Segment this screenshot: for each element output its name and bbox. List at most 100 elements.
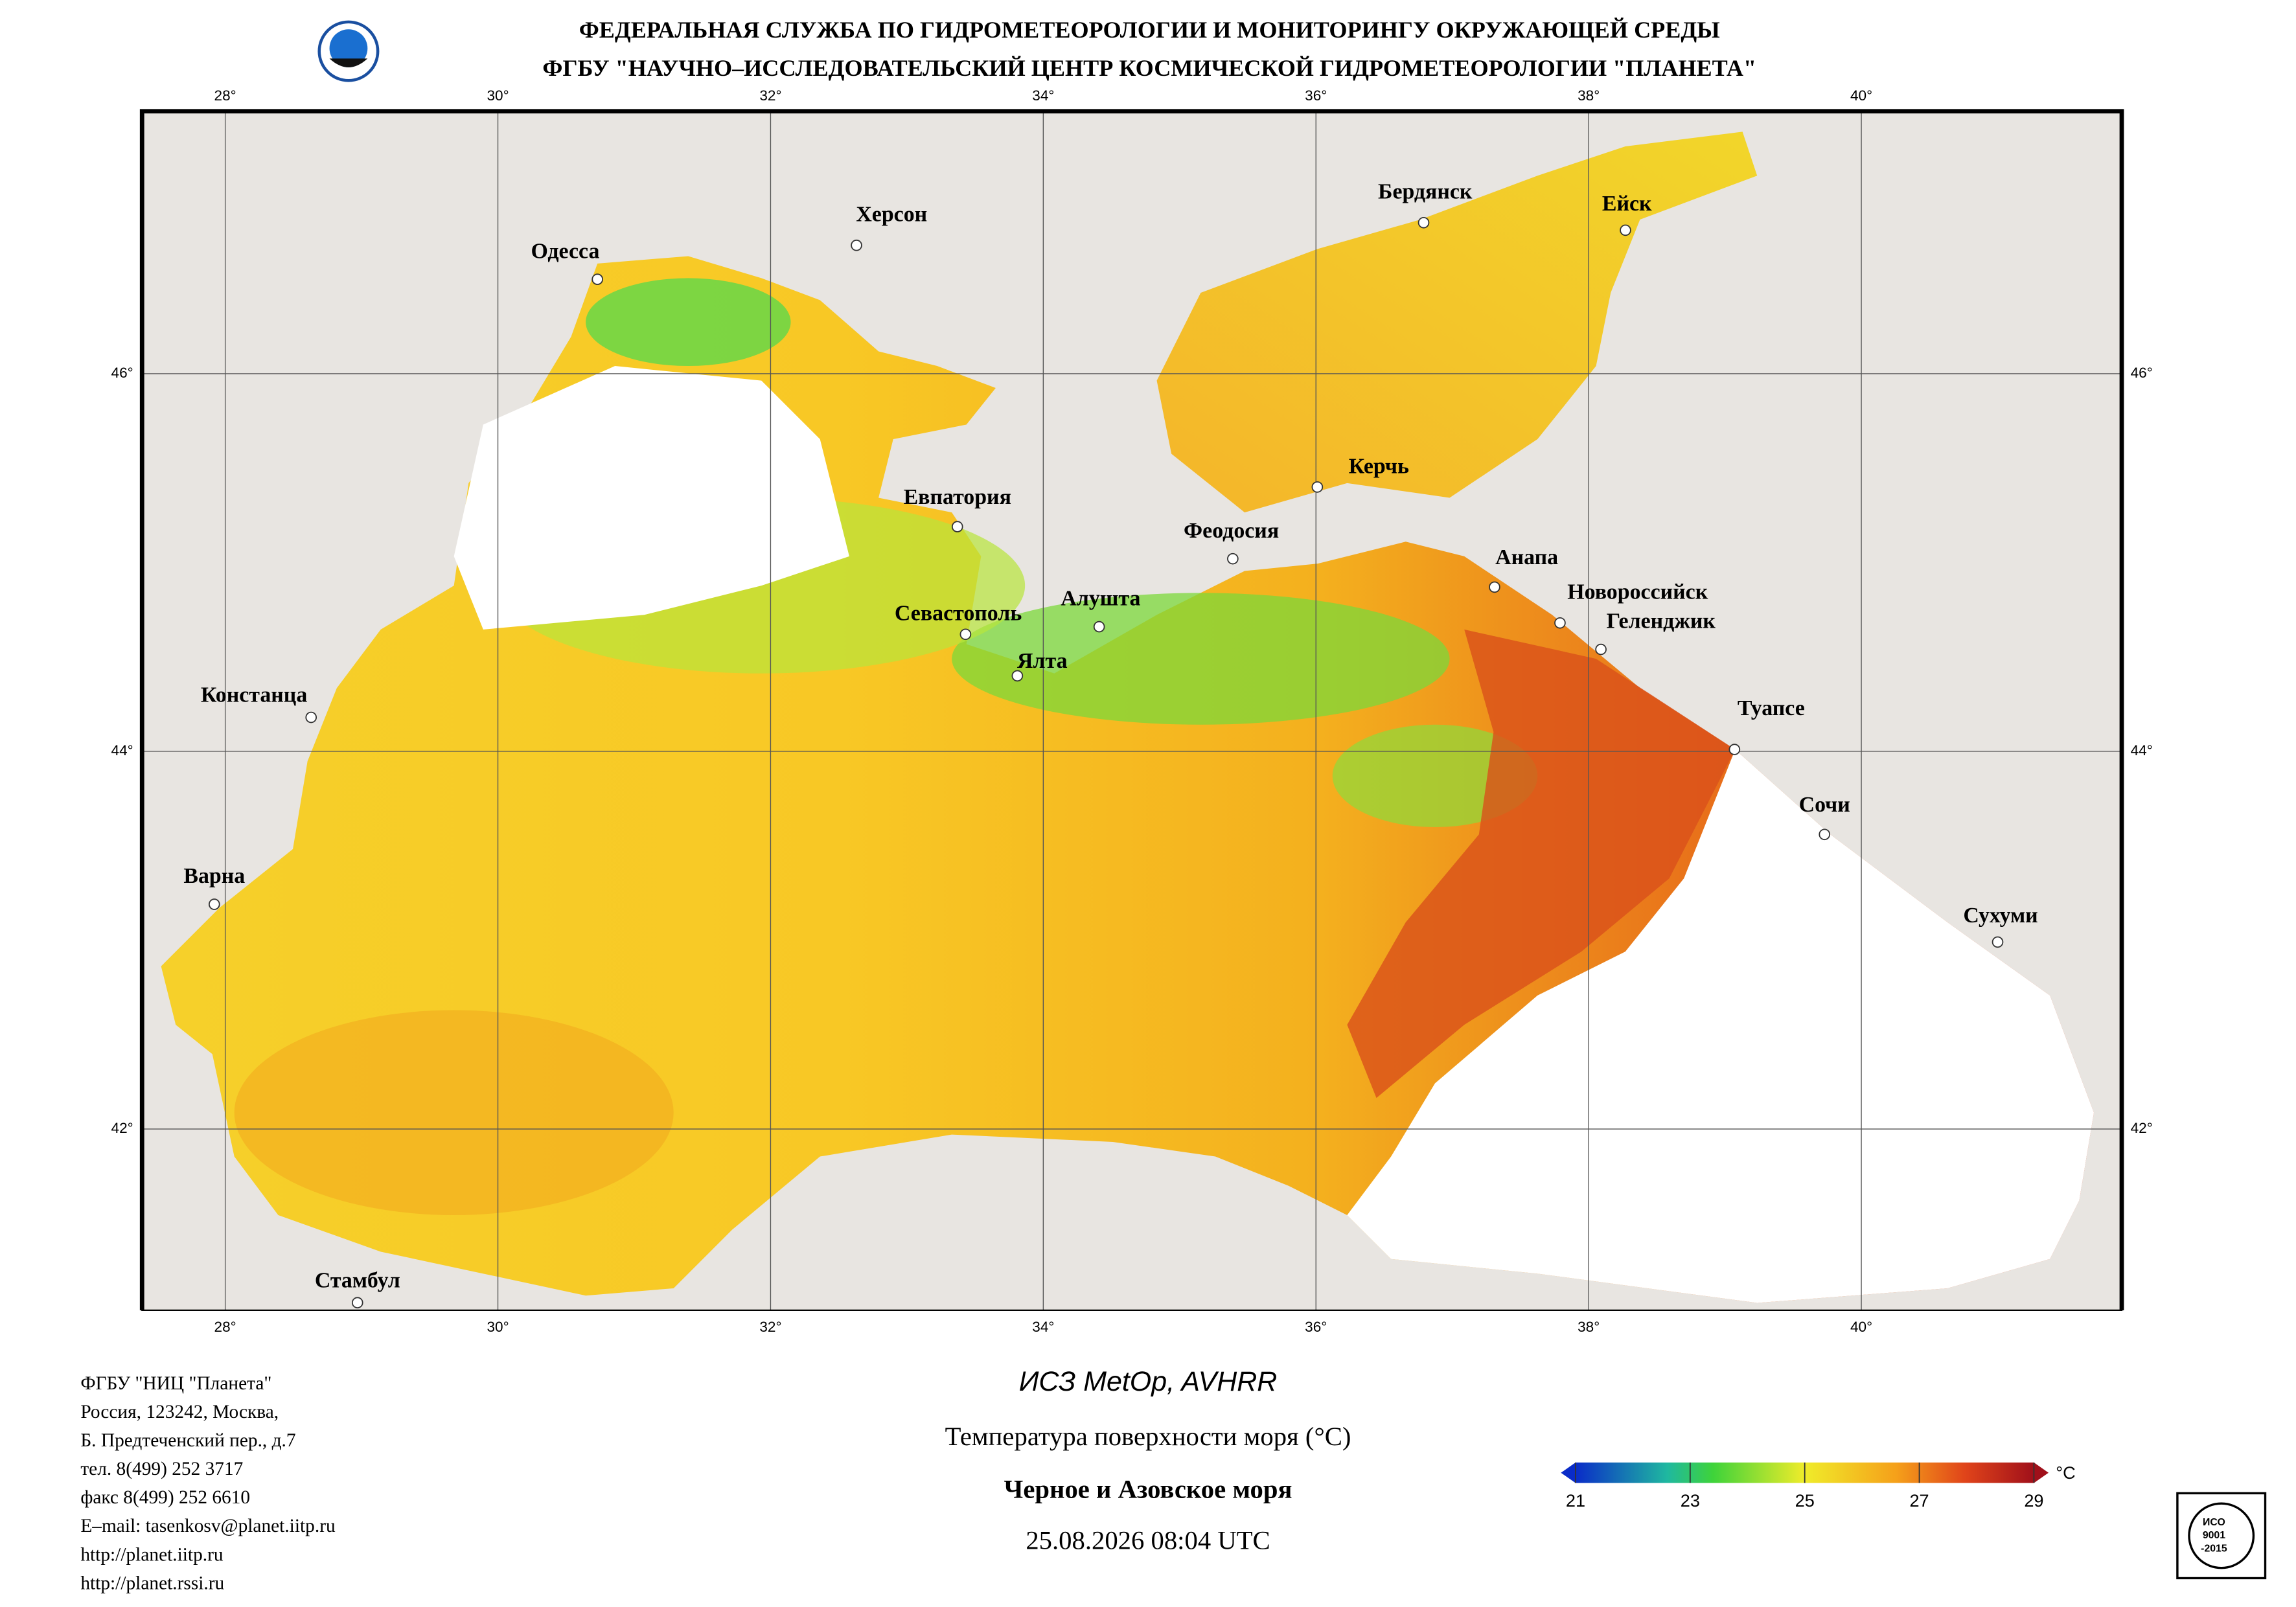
warm-patch [234, 1010, 674, 1215]
city-marker [1489, 581, 1500, 593]
lon-label: 32° [759, 1319, 781, 1335]
lat-label: 46° [111, 365, 133, 381]
city-label: Анапа [1495, 545, 1558, 569]
cert-logo: ИСО 9001 -2015 [2176, 1492, 2267, 1580]
cloud-mask [453, 366, 849, 630]
city-marker [1418, 216, 1430, 229]
lon-label: 40° [1850, 1319, 1872, 1335]
colorbar-tick-label: 25 [1795, 1490, 1815, 1510]
cert-ring [2188, 1502, 2255, 1569]
colorbar-tick-label: 29 [2024, 1490, 2043, 1510]
lon-label: 36° [1305, 87, 1327, 104]
colorbar-tick-label: 23 [1681, 1490, 1700, 1510]
address-line: ФГБУ "НИЦ "Планета" [80, 1373, 271, 1394]
address-line: http://planet.iitp.ru [80, 1544, 224, 1565]
address-line: Россия, 123242, Москва, [80, 1402, 279, 1422]
graticule: 28° 28° 30° 30° 32° 32° 34° 34° 36° 36° 38° 38° 40° 4… [111, 87, 2153, 1335]
city-label: Сухуми [1963, 904, 2038, 928]
logo [317, 20, 380, 82]
parameter: Температура поверхности моря (°C) [945, 1422, 1351, 1451]
city-label: Геленджик [1607, 610, 1716, 633]
cool-patch [586, 278, 791, 367]
city-label: Констанца [201, 683, 307, 707]
azov-sea [1156, 131, 1758, 513]
colorbar-arrow [1561, 1462, 1576, 1483]
city-label: Евпатория [904, 485, 1011, 509]
colorbar: °C 21 23 25 27 29 [1561, 1462, 2076, 1510]
city-marker [851, 239, 862, 251]
city-marker [591, 273, 603, 286]
city-marker [959, 628, 972, 641]
header-line: ФГБУ "НАУЧНО–ИССЛЕДОВАТЕЛЬСКИЙ ЦЕНТР КОС… [542, 55, 1756, 81]
sea-temperature [161, 131, 2095, 1303]
city-label: Варна [183, 864, 245, 888]
lat-label: 44° [111, 742, 133, 758]
cities: Одесса Херсон Бердянск Ейск Евпатория Керчь Фе… [183, 179, 2038, 1309]
city-label: Одесса [531, 239, 599, 263]
lon-label: 32° [759, 87, 781, 104]
city-label: Бердянск [1378, 179, 1473, 203]
city-marker [1620, 224, 1631, 236]
city-label: Керчь [1349, 454, 1409, 478]
colorbar-tick-label: 21 [1566, 1490, 1585, 1510]
city-marker [351, 1297, 363, 1309]
cert-box [2176, 1492, 2267, 1580]
city-marker [1011, 670, 1024, 682]
lon-label: 28° [214, 87, 236, 104]
lat-label: 46° [2131, 365, 2153, 381]
cert-text: 9001 [2203, 1530, 2225, 1541]
warm-patch [1347, 629, 1736, 1099]
city-label: Феодосия [1184, 519, 1279, 543]
lon-label: 36° [1305, 1319, 1327, 1335]
map-frame-edge [139, 109, 2124, 1310]
lon-label: 40° [1850, 87, 1872, 104]
city-label: Севастополь [895, 602, 1022, 626]
satellite: ИСЗ MetOp, AVHRR [1019, 1366, 1278, 1397]
city-marker [1819, 828, 1831, 841]
city-label: Алушта [1061, 587, 1140, 611]
header-line: ФЕДЕРАЛЬНАЯ СЛУЖБА ПО ГИДРОМЕТЕОРОЛОГИИ … [579, 17, 1720, 43]
datetime: 25.08.2026 08:04 UTC [1026, 1526, 1270, 1555]
colorbar-tick-label: 27 [1909, 1490, 1929, 1510]
logo-globe [329, 29, 368, 67]
city-label: Новороссийск [1567, 580, 1708, 604]
cool-patch [952, 593, 1450, 725]
city-marker [1728, 744, 1741, 755]
city-marker [951, 521, 963, 532]
colorbar-unit: °C [2056, 1463, 2075, 1483]
lon-label: 38° [1578, 87, 1600, 104]
city-label: Ялта [1017, 649, 1068, 673]
city-marker [1093, 621, 1105, 633]
address-line: http://planet.rssi.ru [80, 1573, 224, 1593]
address: ФГБУ "НИЦ "Планета" Россия, 123242, Москв… [80, 1373, 336, 1594]
city-marker [1227, 553, 1239, 565]
city-label: Херсон [856, 202, 927, 226]
region: Черное и Азовское моря [1004, 1474, 1292, 1503]
city-label: Стамбул [315, 1268, 400, 1292]
city-marker [1992, 936, 2004, 948]
cert-text: -2015 [2201, 1543, 2227, 1554]
city-marker [1595, 643, 1607, 655]
lon-label: 30° [487, 87, 509, 104]
lon-label: 34° [1032, 87, 1054, 104]
city-marker [208, 898, 220, 910]
address-line: Б. Предтеченский пер., д.7 [80, 1430, 295, 1451]
city-marker [1554, 617, 1566, 629]
colorbar-arrow [2034, 1462, 2049, 1483]
lat-label: 42° [2131, 1120, 2153, 1136]
city-label: Ейск [1602, 192, 1652, 216]
logo-wave [329, 58, 368, 67]
address-line: тел. 8(499) 252 3717 [80, 1459, 243, 1479]
cert-text: ИСО [2203, 1517, 2225, 1528]
address-line: E–mail: tasenkosv@planet.iitp.ru [80, 1516, 336, 1536]
lat-label: 42° [111, 1120, 133, 1136]
lon-label: 34° [1032, 1319, 1054, 1335]
city-label: Туапсе [1738, 696, 1805, 720]
lon-label: 30° [487, 1319, 509, 1335]
lon-label: 28° [214, 1319, 236, 1335]
city-label: Сочи [1799, 793, 1850, 817]
cloud-mask [1347, 749, 2095, 1303]
address-line: факс 8(499) 252 6610 [80, 1487, 250, 1508]
city-marker [1311, 481, 1324, 493]
